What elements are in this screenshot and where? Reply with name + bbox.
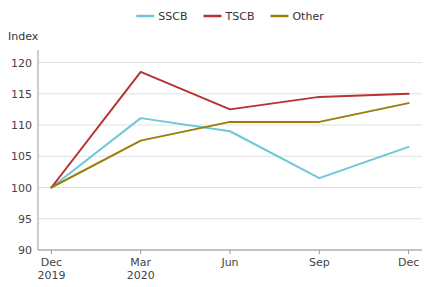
- x-tick-label-line: Mar: [130, 256, 151, 269]
- legend-item: Other: [270, 10, 324, 23]
- y-axis-line: [38, 50, 39, 250]
- legend-swatch: [136, 15, 154, 18]
- grid-line: [38, 93, 422, 94]
- y-tick-label: 110: [11, 119, 32, 132]
- legend-label: Other: [292, 10, 324, 23]
- series-line: [51, 103, 408, 187]
- x-tick-label: Jun: [220, 256, 238, 269]
- y-tick-label: 100: [11, 182, 32, 195]
- x-tick-label-line: Dec: [398, 256, 419, 269]
- grid-line: [38, 218, 422, 219]
- x-tick-label: Mar2020: [127, 256, 155, 282]
- y-tick-label: 105: [11, 150, 32, 163]
- x-tick-label-line: 2019: [37, 269, 65, 282]
- x-tick-label-line: Sep: [309, 256, 330, 269]
- grid-line: [38, 62, 422, 63]
- x-tick-label: Sep: [309, 256, 330, 269]
- legend-label: TSCB: [225, 10, 255, 23]
- grid-line: [38, 187, 422, 188]
- x-tick: [319, 250, 320, 254]
- grid-line: [38, 125, 422, 126]
- x-tick: [230, 250, 231, 254]
- x-tick-label-line: 2020: [127, 269, 155, 282]
- y-tick-label: 120: [11, 57, 32, 70]
- x-tick: [140, 250, 141, 254]
- x-tick-label: Dec: [398, 256, 419, 269]
- x-tick: [408, 250, 409, 254]
- legend-swatch: [204, 15, 222, 18]
- x-tick-label-line: Dec: [41, 256, 62, 269]
- legend-item: SSCB: [136, 10, 187, 23]
- legend-item: TSCB: [204, 10, 255, 23]
- grid-line: [38, 156, 422, 157]
- y-tick-label: 95: [18, 213, 32, 226]
- series-line: [51, 118, 408, 187]
- legend: SSCB TSCB Other: [136, 10, 324, 23]
- plot-area: [51, 72, 408, 188]
- y-tick-label: 115: [11, 88, 32, 101]
- legend-swatch: [270, 15, 288, 18]
- y-tick-label: 90: [18, 244, 32, 257]
- x-tick: [51, 250, 52, 254]
- legend-label: SSCB: [158, 10, 187, 23]
- y-axis-label: Index: [8, 30, 39, 43]
- x-tick-label-line: Jun: [220, 256, 238, 269]
- x-tick-label: Dec2019: [37, 256, 65, 282]
- series-line: [51, 72, 408, 188]
- chart: 9095100105110115120Dec2019Mar2020JunSepD…: [0, 0, 437, 287]
